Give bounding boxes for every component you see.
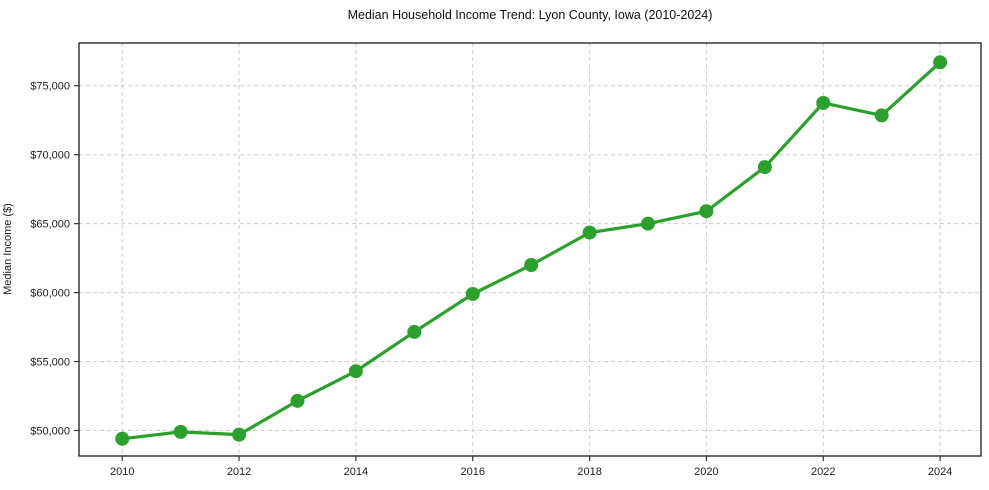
y-axis-label: Median Income ($): [2, 203, 14, 295]
x-tick-label: 2018: [577, 466, 601, 478]
data-point-marker: [641, 216, 656, 231]
data-point-marker: [173, 424, 188, 439]
y-tick-label: $65,000: [30, 219, 70, 231]
axis-layer: $50,000 $55,000 $60,000 $65,000 $70,000 $75,0…: [30, 42, 982, 478]
data-point-marker: [348, 364, 363, 379]
data-point-marker: [407, 324, 422, 339]
data-point-marker: [816, 95, 831, 110]
grid-layer: [79, 43, 981, 456]
y-tick-label: $55,000: [30, 357, 70, 369]
data-point-marker: [524, 258, 539, 273]
plot-border: [78, 42, 982, 457]
data-point-marker: [757, 160, 772, 175]
data-point-marker: [232, 427, 247, 442]
data-point-marker: [582, 225, 597, 240]
data-point-marker: [115, 431, 130, 446]
x-tick-label: 2010: [110, 466, 134, 478]
data-point-marker: [874, 108, 889, 123]
data-point-marker: [290, 393, 305, 408]
data-point-marker: [699, 204, 714, 219]
x-tick-label: 2016: [461, 466, 485, 478]
data-point-marker: [933, 55, 948, 70]
chart-title: Median Household Income Trend: Lyon Coun…: [347, 8, 713, 22]
x-tick-label: 2020: [694, 466, 718, 478]
data-point-marker: [465, 286, 480, 301]
x-tick-label: 2014: [344, 466, 368, 478]
trend-line: [120, 60, 942, 441]
x-tick-label: 2022: [811, 466, 835, 478]
data-series-layer: [115, 55, 948, 446]
x-tick-label: 2012: [227, 466, 251, 478]
y-tick-label: $60,000: [30, 288, 70, 300]
y-tick-label: $75,000: [30, 81, 70, 93]
x-tick-label: 2024: [928, 466, 952, 478]
y-tick-label: $50,000: [30, 425, 70, 437]
y-tick-label: $70,000: [30, 150, 70, 162]
